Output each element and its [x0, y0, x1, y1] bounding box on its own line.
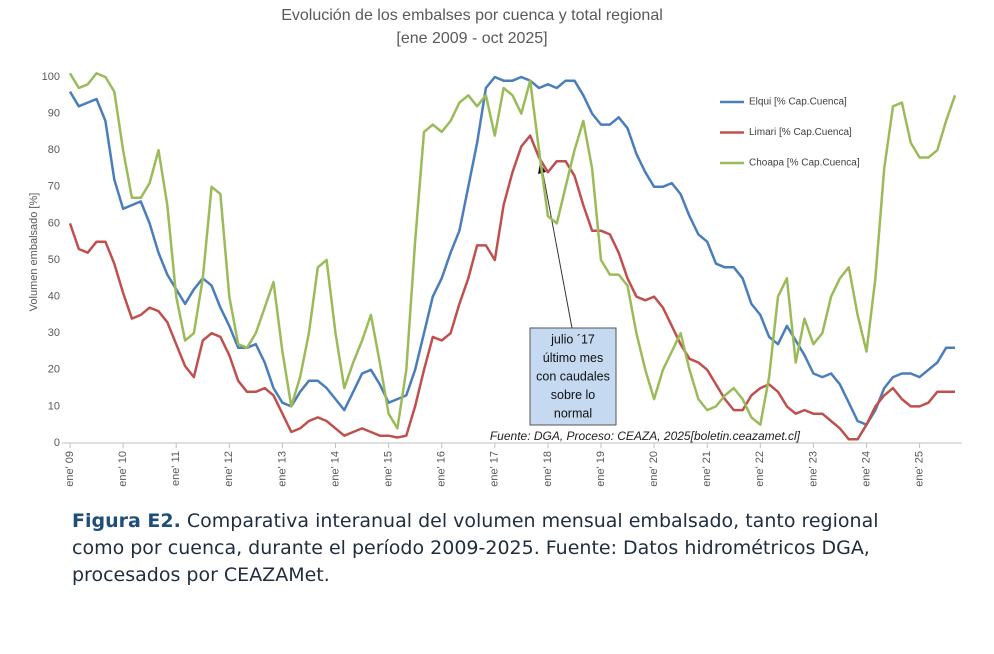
series-line	[68, 75, 955, 426]
x-tick-label: ene' 21	[701, 451, 713, 487]
x-tick-label: ene' 11	[170, 451, 182, 486]
x-tick-label: ene' 14	[329, 451, 341, 487]
y-tick-label: 0	[54, 437, 60, 449]
source-note: Fuente: DGA, Proceso: CEAZA, 2025[boleti…	[490, 429, 801, 443]
x-tick-label: ene' 22	[754, 451, 766, 487]
caption-label: Figura E2.	[72, 510, 181, 532]
annotation-line: con caudales	[536, 369, 610, 383]
x-tick-label: ene' 10	[117, 451, 129, 487]
x-tick-label: ene' 23	[807, 451, 819, 487]
x-tick-label: ene' 16	[436, 451, 448, 487]
y-tick-label: 70	[48, 181, 60, 193]
x-tick-label: ene' 18	[542, 451, 554, 487]
y-tick-label: 40	[48, 291, 60, 303]
x-tick-label: ene' 24	[860, 451, 872, 487]
x-tick-label: ene' 25	[914, 451, 926, 487]
x-tick-label: ene' 09	[64, 451, 76, 487]
annotation-box	[529, 327, 617, 426]
chart-title: Evolución de los embalses por cuenca y t…	[281, 7, 663, 24]
x-tick-label: ene' 13	[276, 451, 288, 487]
chart-subtitle: [ene 2009 - oct 2025]	[396, 30, 547, 47]
y-tick-label: 90	[48, 108, 60, 120]
series-line	[68, 134, 955, 441]
x-tick-label: ene' 17	[489, 451, 501, 487]
annotation-line: sobre lo	[551, 388, 596, 402]
annotation-arrow	[541, 167, 573, 329]
x-tick-label: ene' 20	[648, 451, 660, 487]
y-tick-label: 100	[42, 71, 60, 83]
y-tick-label: 30	[48, 327, 60, 339]
x-tick-label: ene' 15	[383, 451, 395, 487]
chart: Evolución de los embalses por cuenca y t…	[28, 7, 962, 487]
x-tick-label: ene' 19	[595, 451, 607, 487]
legend-label: Choapa [% Cap.Cuenca]	[749, 158, 860, 169]
annotation-line: normal	[554, 406, 592, 420]
annotation-line: último mes	[543, 351, 603, 365]
y-tick-label: 20	[48, 364, 60, 376]
y-tick-label: 80	[48, 144, 60, 156]
caption-text: Comparativa interanual del volumen mensu…	[72, 510, 879, 586]
series-line	[68, 72, 957, 430]
y-tick-label: 50	[48, 254, 60, 266]
x-tick-label: ene' 12	[223, 451, 235, 487]
y-tick-label: 10	[48, 400, 60, 412]
legend-label: Limari [% Cap.Cuenca]	[749, 127, 852, 138]
y-axis-label: Volumen embalsado [%]	[28, 193, 40, 312]
annotation-line: julio ´17	[550, 332, 595, 346]
y-tick-label: 60	[48, 217, 60, 229]
caption: Figura E2. Comparativa interanual del vo…	[72, 508, 922, 589]
legend-label: Elqui [% Cap.Cuenca]	[749, 97, 847, 108]
